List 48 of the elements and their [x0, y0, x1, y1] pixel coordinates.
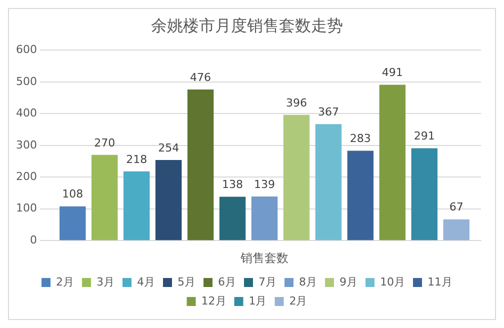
- bar: [187, 90, 214, 240]
- data-label: 396: [286, 96, 307, 110]
- legend-label: 7月: [258, 275, 276, 288]
- legend-label: 5月: [178, 275, 196, 288]
- data-label: 283: [350, 132, 371, 146]
- data-label: 491: [382, 66, 403, 80]
- data-label: 291: [414, 130, 435, 143]
- bar: [379, 84, 406, 240]
- bar: [60, 206, 86, 240]
- y-tick-label: 100: [16, 202, 37, 215]
- y-tick-label: 300: [16, 138, 37, 152]
- data-label: 139: [254, 178, 275, 191]
- chart-title: 余姚楼市月度销售套数走势: [151, 16, 343, 35]
- bar: [411, 148, 438, 240]
- bar: [92, 154, 118, 240]
- bar: [283, 114, 310, 240]
- bar: [123, 171, 150, 240]
- data-label: 476: [190, 70, 212, 84]
- data-label: 67: [449, 200, 464, 214]
- legend-label: 1月: [248, 294, 267, 308]
- data-label: 254: [158, 141, 180, 154]
- bar: [443, 219, 470, 240]
- y-tick-label: 200: [16, 170, 37, 183]
- y-tick-label: 600: [16, 43, 37, 56]
- y-tick-label: 400: [16, 106, 37, 120]
- bar: [347, 150, 374, 240]
- y-tick-label: 0: [30, 233, 37, 246]
- bar: [219, 196, 246, 240]
- legend-label: 11月: [427, 275, 452, 288]
- data-label: 218: [126, 152, 148, 166]
- bar: [315, 124, 342, 240]
- legend-label: 3月: [96, 275, 115, 288]
- legend-label: 8月: [299, 275, 317, 288]
- legend-label: 4月: [137, 275, 156, 288]
- data-label: 108: [62, 188, 84, 201]
- data-label: 367: [318, 106, 339, 118]
- data-label: 138: [222, 178, 244, 192]
- bar: [155, 160, 182, 240]
- x-tick-label: 销售套数: [240, 250, 288, 265]
- legend-label: 2月: [289, 294, 308, 308]
- bar: [251, 196, 278, 240]
- y-tick-label: 500: [16, 74, 37, 88]
- legend-label: 10月: [380, 275, 405, 288]
- data-label: 270: [94, 136, 116, 150]
- legend-label: 9月: [340, 275, 358, 288]
- legend-label: 6月: [218, 275, 236, 288]
- legend-label: 2月: [56, 275, 74, 288]
- legend-label: 12月: [201, 294, 226, 308]
